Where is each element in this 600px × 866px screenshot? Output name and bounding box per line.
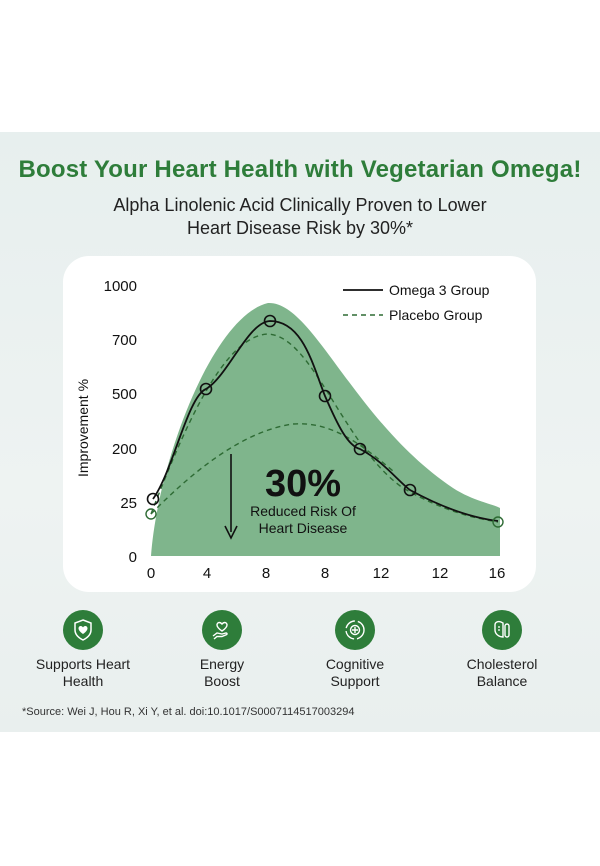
placebo-point — [492, 516, 504, 528]
liver-pill-icon — [482, 610, 522, 650]
legend-omega3: Omega 3 Group — [389, 282, 490, 298]
omega3-markers — [146, 314, 417, 506]
feature-energy: Energy Boost — [157, 610, 287, 690]
x-tick-label: 8 — [321, 565, 329, 582]
placebo-point — [145, 508, 157, 520]
placebo-curve-upper — [150, 333, 499, 523]
y-tick-label: 25 — [120, 495, 137, 512]
feature-label: Cognitive Support — [325, 656, 385, 689]
omega3-point — [353, 442, 367, 456]
feature-heart-health: Supports Heart Health — [18, 610, 148, 690]
x-tick-labels: 0 4 8 8 12 12 16 — [147, 565, 506, 582]
omega3-point — [318, 389, 332, 403]
feature-label: Supports Heart Health — [35, 656, 131, 689]
omega3-curve — [152, 320, 499, 522]
feature-cholesterol: Cholesterol Balance — [437, 610, 567, 690]
annotation-line-2: Heart Disease — [259, 520, 348, 536]
page-subtitle: Alpha Linolenic Acid Clinically Proven t… — [0, 194, 600, 240]
brain-cycle-icon — [335, 610, 375, 650]
annotation-value: 30% — [265, 463, 341, 505]
hand-heart-icon — [202, 610, 242, 650]
chart-svg: 0 25 200 500 700 1000 0 4 8 8 12 12 16 Improvement … — [75, 278, 506, 582]
placebo-curve-lower — [150, 423, 394, 515]
y-tick-label: 0 — [129, 549, 137, 566]
omega3-point — [403, 483, 417, 497]
x-tick-label: 12 — [432, 565, 449, 582]
omega3-point — [199, 382, 213, 396]
feature-cognitive: Cognitive Support — [290, 610, 420, 690]
feature-label: Cholesterol Balance — [466, 656, 538, 689]
y-tick-label: 500 — [112, 386, 137, 403]
feature-row: Supports Heart Health Energy Boost Cogni… — [0, 610, 600, 700]
down-arrow-icon — [224, 454, 238, 540]
y-axis-label: Improvement % — [75, 379, 91, 477]
y-tick-label: 1000 — [104, 278, 137, 295]
annotation-line-1: Reduced Risk Of — [250, 503, 356, 519]
y-tick-labels: 0 25 200 500 700 1000 — [104, 278, 137, 566]
x-tick-label: 16 — [489, 565, 506, 582]
omega3-point — [263, 314, 277, 328]
x-tick-label: 4 — [203, 565, 211, 582]
source-citation: *Source: Wei J, Hou R, Xi Y, et al. doi:… — [22, 706, 355, 718]
subtitle-line-2: Heart Disease Risk by 30%* — [186, 218, 414, 238]
x-tick-label: 8 — [262, 565, 270, 582]
y-tick-label: 700 — [112, 332, 137, 349]
omega3-point — [146, 492, 160, 506]
page-title: Boost Your Heart Health with Vegetarian … — [18, 156, 582, 183]
feature-label: Energy Boost — [199, 656, 245, 689]
heart-shield-icon — [63, 610, 103, 650]
legend-placebo: Placebo Group — [389, 307, 483, 323]
y-tick-label: 200 — [112, 441, 137, 458]
chart-card: 0 25 200 500 700 1000 0 4 8 8 12 12 16 Improvement … — [63, 256, 536, 592]
subtitle-line-1: Alpha Linolenic Acid Clinically Proven t… — [113, 195, 487, 215]
placebo-markers — [145, 508, 504, 528]
x-tick-label: 12 — [373, 565, 390, 582]
legend: Omega 3 Group Placebo Group — [343, 282, 490, 323]
x-tick-label: 0 — [147, 565, 155, 582]
